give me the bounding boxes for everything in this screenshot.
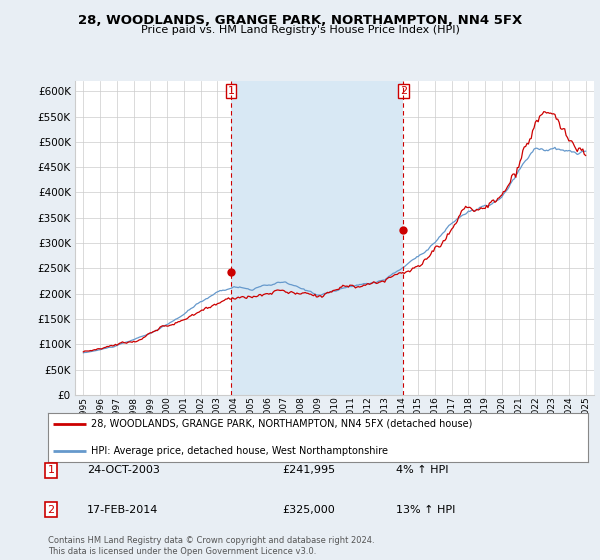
Text: 24-OCT-2003: 24-OCT-2003 <box>87 465 160 475</box>
Bar <box>231 81 403 395</box>
Text: 28, WOODLANDS, GRANGE PARK, NORTHAMPTON, NN4 5FX: 28, WOODLANDS, GRANGE PARK, NORTHAMPTON,… <box>78 14 522 27</box>
Text: 2: 2 <box>400 86 407 96</box>
Text: 13% ↑ HPI: 13% ↑ HPI <box>396 505 455 515</box>
Text: Contains HM Land Registry data © Crown copyright and database right 2024.
This d: Contains HM Land Registry data © Crown c… <box>48 536 374 556</box>
Text: £241,995: £241,995 <box>282 465 335 475</box>
Text: 17-FEB-2014: 17-FEB-2014 <box>87 505 158 515</box>
Text: 2: 2 <box>47 505 55 515</box>
Text: £325,000: £325,000 <box>282 505 335 515</box>
Text: Price paid vs. HM Land Registry's House Price Index (HPI): Price paid vs. HM Land Registry's House … <box>140 25 460 35</box>
Text: 28, WOODLANDS, GRANGE PARK, NORTHAMPTON, NN4 5FX (detached house): 28, WOODLANDS, GRANGE PARK, NORTHAMPTON,… <box>91 418 473 428</box>
Text: 1: 1 <box>227 86 235 96</box>
Text: HPI: Average price, detached house, West Northamptonshire: HPI: Average price, detached house, West… <box>91 446 388 456</box>
Text: 4% ↑ HPI: 4% ↑ HPI <box>396 465 449 475</box>
Text: 1: 1 <box>47 465 55 475</box>
